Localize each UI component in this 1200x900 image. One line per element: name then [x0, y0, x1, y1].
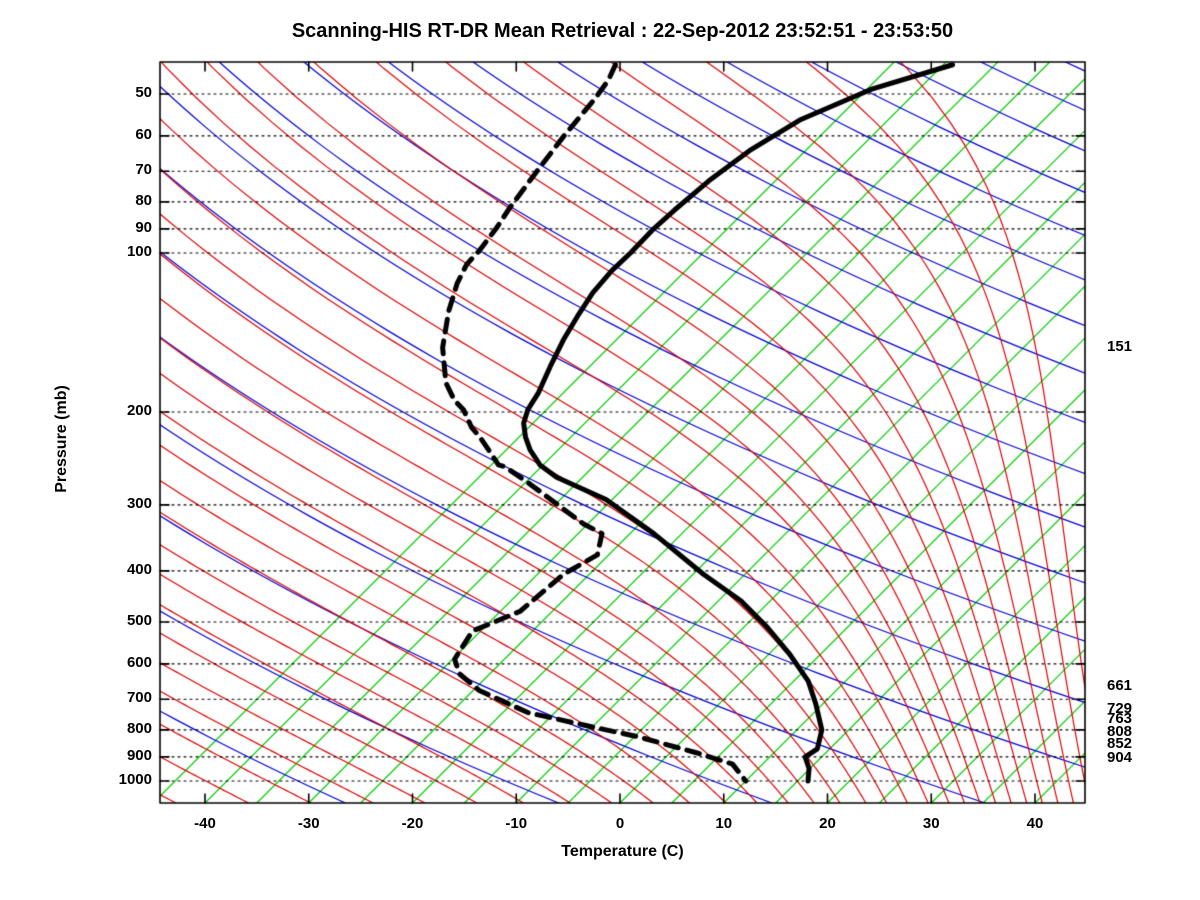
y-tick-label: 700: [126, 689, 152, 707]
x-tick-label: 0: [615, 815, 625, 832]
right-pressure-label: 852: [1107, 735, 1133, 753]
pressure-axis-label: Pressure (mb): [53, 385, 70, 493]
y-tick-label: 200: [126, 401, 152, 419]
y-tick-label: 500: [126, 612, 152, 630]
y-tick-label: 60: [135, 125, 152, 143]
y-tick-label: 70: [135, 161, 152, 179]
x-tick-label: -10: [505, 815, 528, 832]
y-tick-label: 900: [126, 746, 152, 764]
x-tick-label: 30: [922, 815, 940, 832]
x-tick-label: -40: [194, 815, 216, 832]
y-tick-label: 100: [126, 243, 152, 260]
temperature-axis-label: Temperature (C): [561, 843, 684, 860]
x-tick-label: -20: [401, 815, 424, 832]
y-tick-label: 80: [135, 191, 152, 209]
y-tick-label: 90: [135, 218, 152, 236]
x-tick-label: 20: [819, 815, 836, 832]
right-pressure-label: 763: [1107, 709, 1133, 727]
y-tick-label: 50: [135, 84, 152, 102]
right-pressure-label: 729: [1107, 699, 1133, 717]
right-pressure-label: 661: [1107, 677, 1133, 695]
x-tick-label: -30: [297, 815, 320, 832]
x-tick-label: 10: [715, 815, 733, 832]
y-tick-label: 1000: [118, 771, 152, 788]
y-tick-label: 400: [126, 560, 152, 578]
x-tick-label: 40: [1026, 815, 1044, 832]
y-tick-label: 300: [126, 494, 152, 512]
chart-title: Scanning-HIS RT-DR Mean Retrieval : 22-S…: [291, 20, 954, 42]
y-tick-label: 800: [126, 719, 152, 737]
right-pressure-label: 151: [1107, 338, 1133, 356]
y-tick-label: 600: [126, 653, 152, 671]
right-pressure-label: 808: [1107, 723, 1133, 741]
right-pressure-label: 904: [1107, 748, 1133, 766]
